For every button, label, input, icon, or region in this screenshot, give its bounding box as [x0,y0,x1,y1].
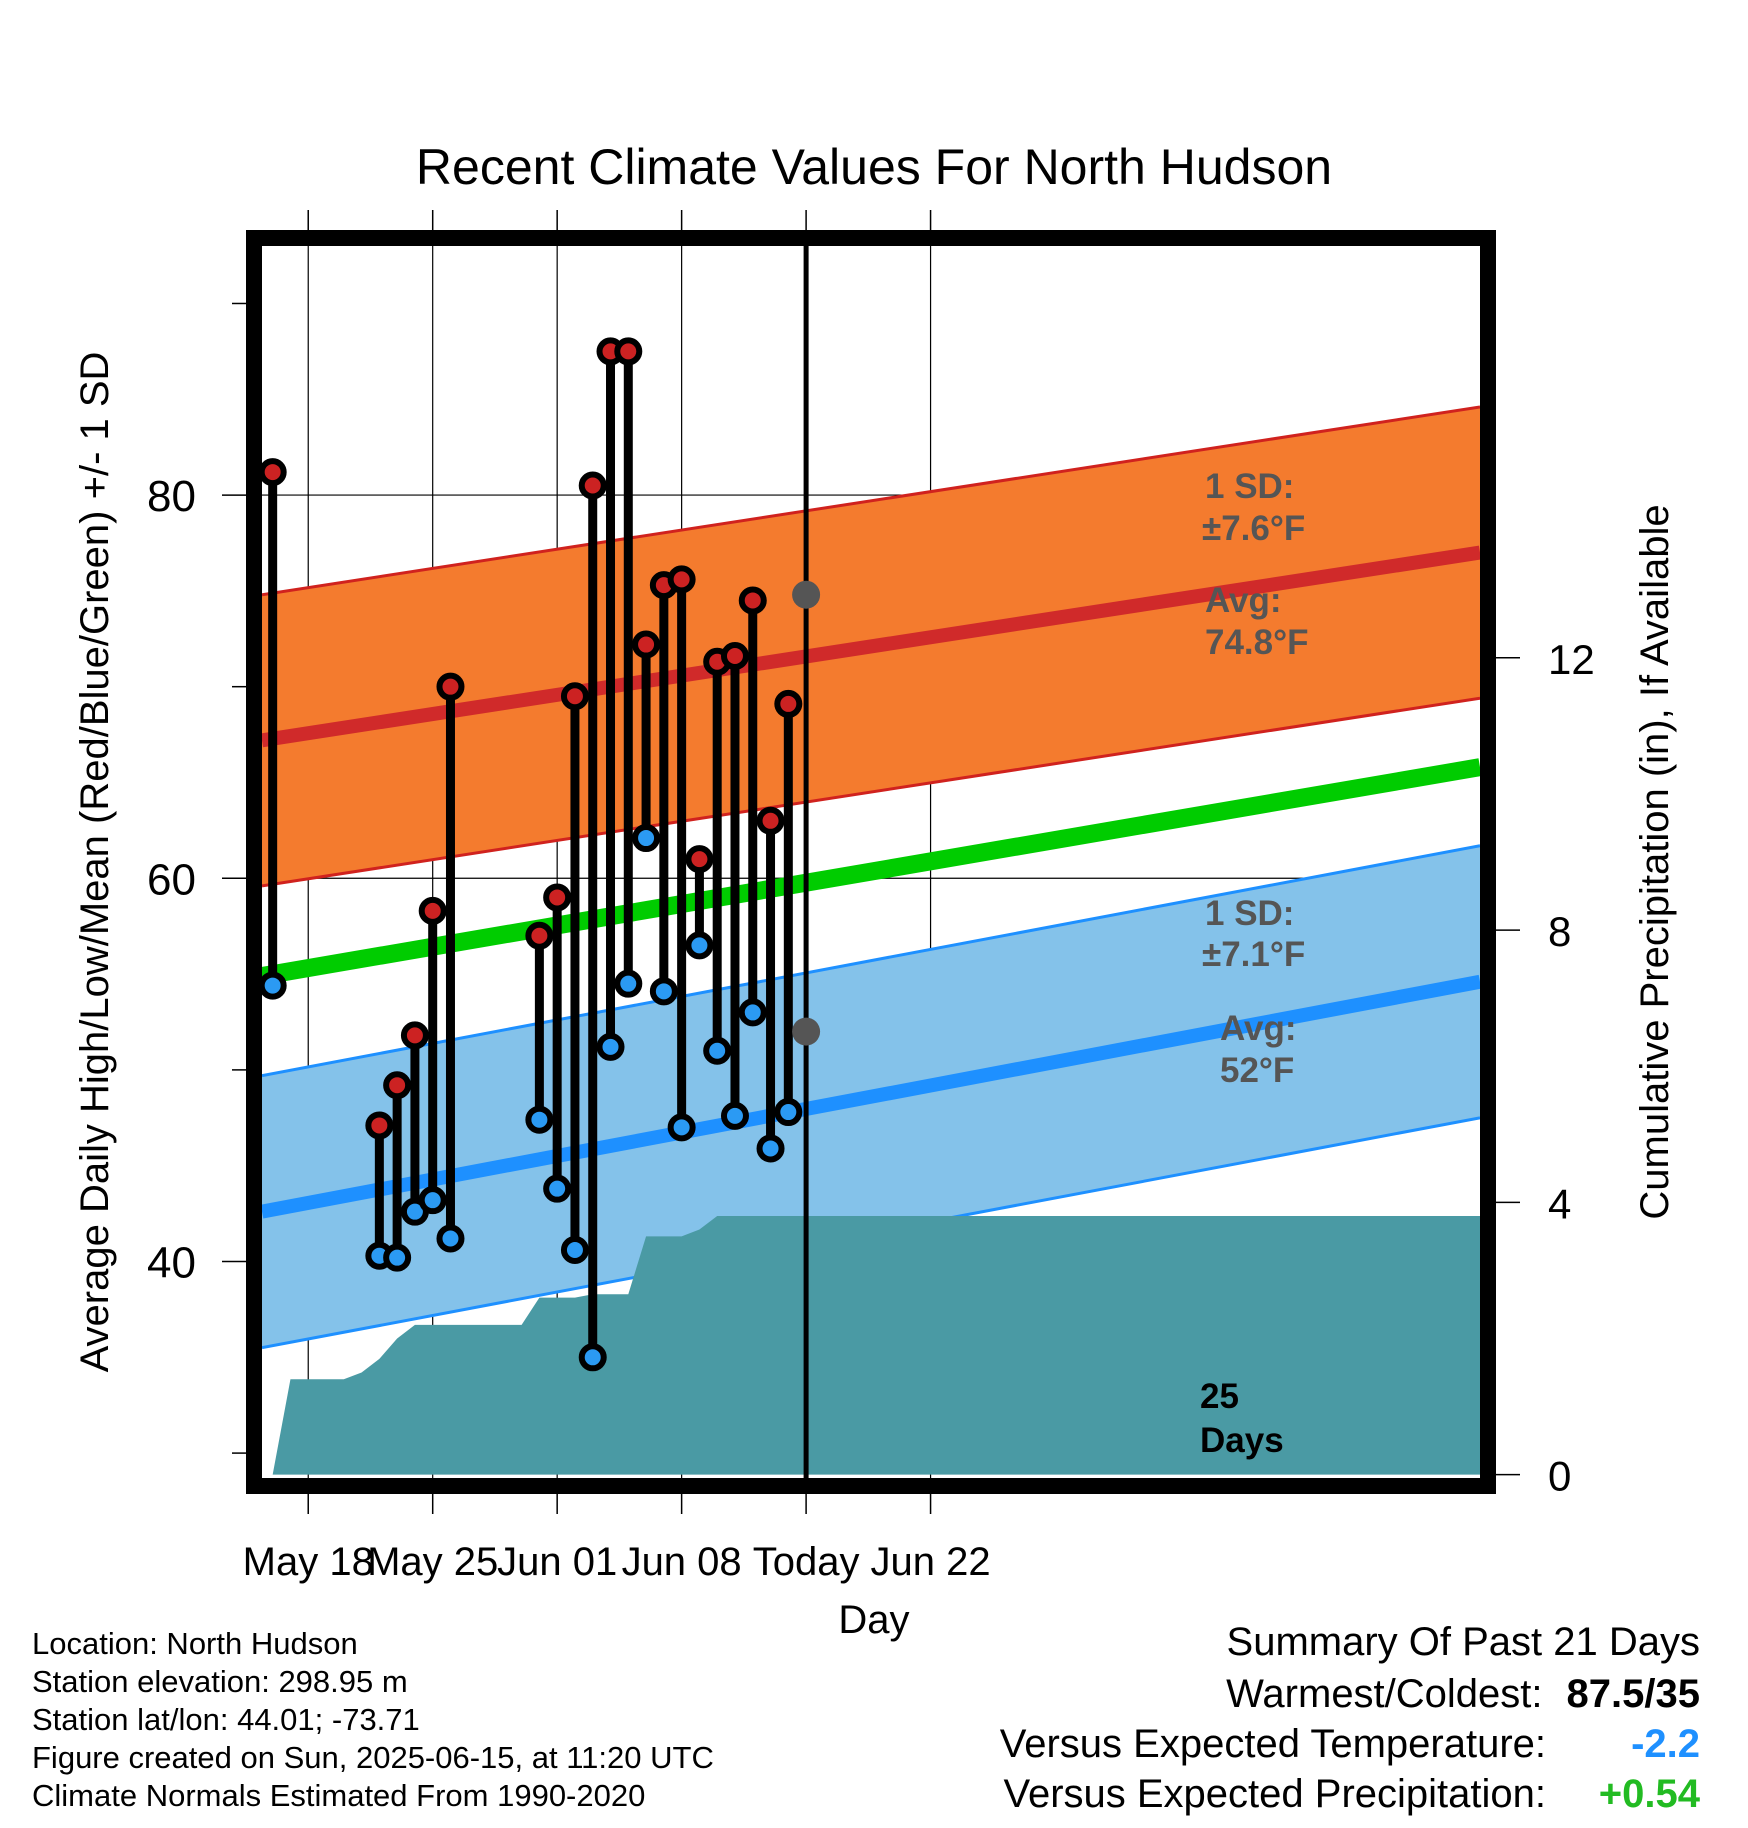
daily-high-point [738,586,767,615]
daily-high-point [258,458,287,487]
daily-high-point [400,1021,429,1050]
summary-precipitation-value: +0.54 [1598,1772,1700,1816]
daily-high-point [383,1071,412,1100]
daily-range-bars [258,246,809,1478]
daily-low-point [578,1343,607,1372]
x-tick-label: May 18 [243,1540,374,1584]
daily-low-point [667,1113,696,1142]
daily-low-point [685,931,714,960]
daily-low-point [543,1174,572,1203]
low-sd-value: ±7.1°F [1202,935,1305,974]
summary-temperature-label: Versus Expected Temperature: [999,1722,1546,1766]
low-normal-upper-edge [262,844,1480,1078]
low-sd-label: 1 SD: [1205,894,1294,933]
daily-high-point [614,337,643,366]
daily-low-point [738,998,767,1027]
today-days-number: 25 [1200,1377,1239,1416]
x-tick-label: Jun 22 [871,1540,991,1584]
low-normal-line [262,974,1480,1219]
summary-warm-cold-label: Warmest/Coldest: [1226,1672,1543,1716]
daily-low-point [649,977,678,1006]
precipitation-fill [272,1215,1480,1475]
info-normals: Climate Normals Estimated From 1990-2020 [32,1778,646,1813]
daily-low-point [756,1134,785,1163]
high-normal-lower-edge [262,696,1480,888]
daily-high-point [560,682,589,711]
y-tick-label: 40 [147,1238,196,1287]
daily-high-point [418,896,447,925]
daily-low-point [525,1105,554,1134]
y-tick-label: 60 [147,855,196,904]
high-sd-value: ±7.6°F [1202,509,1305,548]
high-sd-label: 1 SD: [1205,467,1294,506]
daily-low-point [774,1098,803,1127]
y2-tick-label: 8 [1548,908,1571,955]
high-avg-label: Avg: [1205,581,1281,620]
low-avg-label: Avg: [1220,1009,1296,1048]
x-tick-label: Jun 08 [622,1540,742,1584]
daily-high-point [756,806,785,835]
daily-low-point [632,824,661,853]
daily-low-point [436,1224,465,1253]
axis-labels: Average Daily High/Low/Mean (Red/Blue/Gr… [73,352,1677,1373]
summary-warm-cold-value: 87.5/35 [1566,1672,1700,1716]
daily-low-point [258,971,287,1000]
high-normal-upper-edge [262,405,1480,597]
daily-low-point [614,969,643,998]
summary-temperature-value: -2.2 [1631,1722,1700,1766]
info-latlon: Station lat/lon: 44.01; -73.71 [32,1702,420,1737]
info-location: Location: North Hudson [32,1626,358,1661]
x-axis-label: Day [838,1598,910,1642]
daily-high-point [685,845,714,874]
info-created: Figure created on Sun, 2025-06-15, at 11… [32,1740,714,1775]
plot-border [246,230,1496,1494]
summary-precipitation-label: Versus Expected Precipitation: [1003,1772,1546,1816]
high-avg-value: 74.8°F [1205,623,1309,662]
daily-high-point [365,1111,394,1140]
daily-low-point [596,1032,625,1061]
daily-low-point [383,1243,412,1272]
plot-frame [246,230,1496,1494]
summary-title: Summary Of Past 21 Days [1226,1620,1700,1664]
daily-high-point [774,689,803,718]
low-average-marker [792,1017,821,1046]
daily-low-point [418,1186,447,1215]
normal-bands [262,405,1480,1350]
x-tick-label: May 25 [367,1540,498,1584]
y2-tick-label: 12 [1548,636,1595,683]
precipitation-area [272,1215,1480,1475]
daily-high-point [543,883,572,912]
daily-high-point [578,471,607,500]
high-normal-line [262,545,1480,748]
daily-high-point [667,565,696,594]
daily-low-point [720,1101,749,1130]
daily-high-point [436,672,465,701]
y-axis-label: Average Daily High/Low/Mean (Red/Blue/Gr… [73,352,117,1373]
daily-high-point [720,642,749,671]
summary-precipitation: Versus Expected Precipitation: +0.54 [1003,1772,1700,1817]
daily-high-point [525,921,554,950]
today-days-word: Days [1200,1421,1284,1460]
daily-low-point [560,1235,589,1264]
daily-high-point [632,630,661,659]
high-average-marker [792,580,821,609]
y2-axis-label: Cumulative Precipitation (in), If Availa… [1633,504,1677,1219]
low-avg-value: 52°F [1220,1051,1294,1090]
y2-tick-label: 4 [1548,1180,1571,1227]
daily-low-point [703,1036,732,1065]
x-tick-label: Jun 01 [497,1540,617,1584]
x-tick-label: Today [753,1540,860,1584]
info-elevation: Station elevation: 298.95 m [32,1664,408,1699]
y2-tick-label: 0 [1548,1453,1571,1500]
chart-title: Recent Climate Values For North Hudson [415,139,1333,195]
y-tick-label: 80 [147,472,196,521]
summary-warm-cold: Warmest/Coldest: 87.5/35 [1226,1672,1700,1717]
summary-temperature: Versus Expected Temperature: -2.2 [1000,1722,1700,1767]
mean-normal-line [262,758,1480,985]
